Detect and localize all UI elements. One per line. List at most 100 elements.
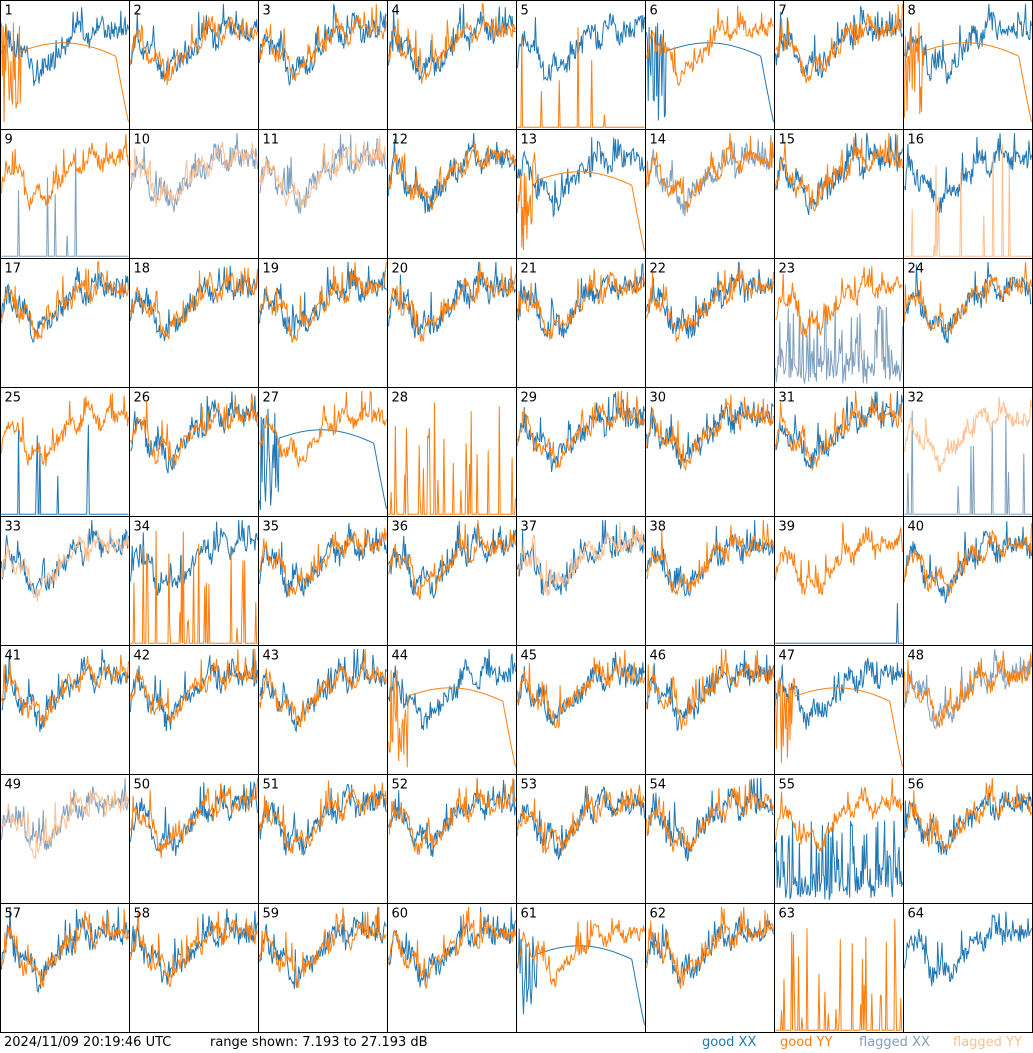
series-yy-line <box>259 390 387 468</box>
panel-frame <box>903 387 1033 517</box>
panel-number: 9 <box>5 133 13 148</box>
panel-55: 55 <box>774 774 904 904</box>
panel-8: 8 <box>903 0 1033 130</box>
series-yy-line <box>130 15 258 86</box>
series-yy-line <box>775 390 903 472</box>
series-yy-line <box>1 261 129 340</box>
panel-number: 57 <box>5 907 22 922</box>
series-yy-line <box>646 906 774 989</box>
panel-frame <box>645 129 775 259</box>
panel-48: 48 <box>903 645 1033 775</box>
panel-number: 37 <box>521 520 538 535</box>
series-yy-line <box>517 521 645 597</box>
panel-number: 7 <box>779 4 787 19</box>
series-xx-line <box>775 657 903 730</box>
series-xx-line <box>517 137 645 218</box>
panel-12: 12 <box>387 129 517 259</box>
series-yy-line <box>388 142 516 211</box>
panel-16: 16 <box>903 129 1033 259</box>
panel-number: 61 <box>521 907 538 922</box>
panel-20: 20 <box>387 258 517 388</box>
panel-number: 38 <box>650 520 667 535</box>
series-xx-line <box>130 908 258 985</box>
series-yy-line <box>388 906 516 989</box>
series-yy-line <box>646 394 774 472</box>
series-yy-line <box>517 649 645 729</box>
panel-frame <box>129 0 259 130</box>
panel-43: 43 <box>258 645 388 775</box>
panel-number: 49 <box>5 778 22 793</box>
series-yy-line <box>775 677 903 768</box>
panel-7: 7 <box>774 0 904 130</box>
panel-number: 1 <box>5 4 13 19</box>
panel-number: 16 <box>908 133 925 148</box>
panel-13: 13 <box>516 129 646 259</box>
panel-number: 40 <box>908 520 925 535</box>
panel-27: 27 <box>258 387 388 517</box>
series-xx-line <box>259 408 387 511</box>
panel-frame <box>645 387 775 517</box>
panel-number: 13 <box>521 133 538 148</box>
panel-29: 29 <box>516 387 646 517</box>
panel-frame <box>774 387 904 517</box>
panel-number: 55 <box>779 778 796 793</box>
series-yy-line <box>646 648 774 730</box>
panel-46: 46 <box>645 645 775 775</box>
panel-number: 44 <box>392 649 409 664</box>
panel-number: 21 <box>521 262 538 277</box>
panel-number: 52 <box>392 778 409 793</box>
panel-number: 36 <box>392 520 409 535</box>
series-yy-line <box>388 2 516 84</box>
panel-47: 47 <box>774 645 904 775</box>
panel-number: 18 <box>134 262 151 277</box>
panel-number: 10 <box>134 133 151 148</box>
panel-40: 40 <box>903 516 1033 646</box>
series-xx-line <box>904 261 1032 344</box>
panel-53: 53 <box>516 774 646 904</box>
panel-59: 59 <box>258 903 388 1033</box>
panel-2: 2 <box>129 0 259 130</box>
series-yy-line <box>1 393 129 467</box>
panel-34: 34 <box>129 516 259 646</box>
panel-number: 41 <box>5 649 22 664</box>
panel-42: 42 <box>129 645 259 775</box>
panel-number: 39 <box>779 520 796 535</box>
panel-number: 47 <box>779 649 796 664</box>
series-yy-line <box>1 654 129 728</box>
series-xx-line <box>517 13 645 82</box>
panel-45: 45 <box>516 645 646 775</box>
series-yy-line <box>646 779 774 853</box>
series-xx-line <box>904 911 1032 987</box>
panel-number: 56 <box>908 778 925 793</box>
series-xx-line <box>517 392 645 473</box>
series-yy-line <box>1 789 129 861</box>
series-yy-line <box>130 267 258 340</box>
panel-30: 30 <box>645 387 775 517</box>
series-yy-line <box>775 777 903 853</box>
series-xx-line <box>904 3 1032 84</box>
panel-63: 63 <box>774 903 904 1033</box>
series-yy-line <box>517 784 645 855</box>
panel-number: 29 <box>521 391 538 406</box>
panel-frame <box>516 645 646 775</box>
panel-1: 1 <box>0 0 130 130</box>
panel-31: 31 <box>774 387 904 517</box>
panel-5: 5 <box>516 0 646 130</box>
series-yy-line <box>646 262 774 342</box>
panel-22: 22 <box>645 258 775 388</box>
legend-flagged-xx: flagged XX <box>859 1035 930 1050</box>
panel-36: 36 <box>387 516 517 646</box>
series-xx-line <box>1 648 129 732</box>
panel-33: 33 <box>0 516 130 646</box>
panel-17: 17 <box>0 258 130 388</box>
panel-number: 51 <box>263 778 280 793</box>
series-yy-line <box>775 918 903 1031</box>
series-xx-line <box>517 785 645 861</box>
panel-number: 46 <box>650 649 667 664</box>
series-yy-line <box>1 22 129 123</box>
panel-number: 4 <box>392 4 400 19</box>
panel-number: 30 <box>650 391 667 406</box>
panel-58: 58 <box>129 903 259 1033</box>
series-yy-line <box>775 3 903 83</box>
